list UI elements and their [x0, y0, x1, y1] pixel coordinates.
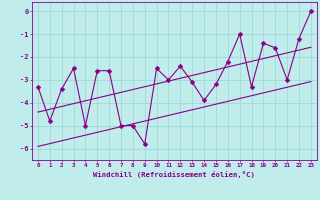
X-axis label: Windchill (Refroidissement éolien,°C): Windchill (Refroidissement éolien,°C) — [93, 171, 255, 178]
